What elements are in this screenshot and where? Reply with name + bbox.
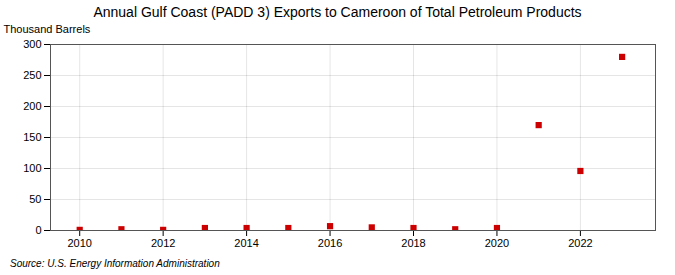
svg-text:300: 300 <box>23 38 41 50</box>
svg-text:50: 50 <box>29 193 41 205</box>
svg-text:Thousand Barrels: Thousand Barrels <box>4 23 91 35</box>
svg-text:2014: 2014 <box>234 237 258 249</box>
svg-text:2012: 2012 <box>151 237 175 249</box>
html-text:Annual Gulf Coast (PADD 3) Exp: Annual Gulf Coast (PADD 3) Exports to Ca… <box>93 4 582 20</box>
svg-text:150: 150 <box>23 131 41 143</box>
svg-text:250: 250 <box>23 69 41 81</box>
svg-text:0: 0 <box>35 224 41 236</box>
svg-text:2020: 2020 <box>485 237 509 249</box>
svg-text:2010: 2010 <box>67 237 91 249</box>
svg-text:2016: 2016 <box>318 237 342 249</box>
svg-text:100: 100 <box>23 162 41 174</box>
svg-text:2022: 2022 <box>568 237 592 249</box>
svg-text:2018: 2018 <box>401 237 425 249</box>
html-text:Source: U.S. Energy Informatio: Source: U.S. Energy Information Administ… <box>10 258 220 269</box>
svg-text:200: 200 <box>23 100 41 112</box>
